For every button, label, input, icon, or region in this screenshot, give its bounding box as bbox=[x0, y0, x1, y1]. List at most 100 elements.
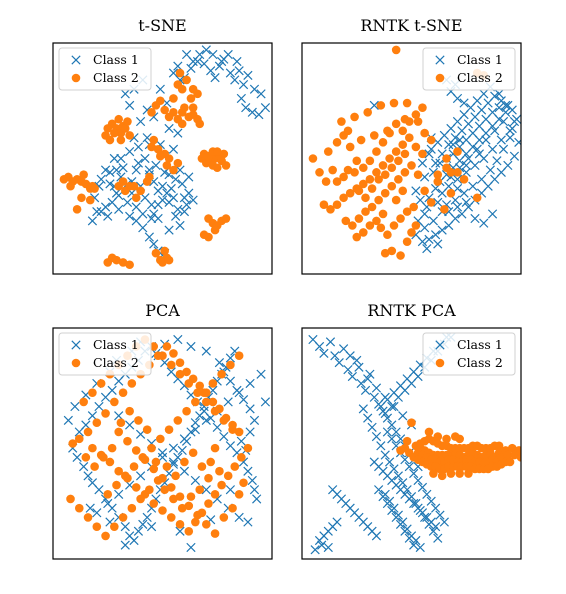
class-1-point bbox=[384, 457, 395, 467]
class-2-point bbox=[352, 156, 362, 166]
class-2-point bbox=[68, 439, 78, 448]
class-1-point bbox=[400, 455, 410, 465]
class-1-point bbox=[70, 401, 80, 412]
legend-label-class-2: Class 2 bbox=[93, 70, 139, 85]
class-2-point bbox=[440, 205, 449, 214]
points-layer bbox=[308, 45, 521, 260]
class-1-point bbox=[164, 225, 174, 235]
class-2-point bbox=[459, 174, 469, 184]
legend-label-class-2: Class 2 bbox=[457, 355, 503, 370]
class-2-point bbox=[407, 418, 416, 428]
class-2-point bbox=[180, 103, 189, 112]
class-2-point bbox=[120, 471, 130, 481]
class-1-point bbox=[92, 207, 102, 217]
class-1-point bbox=[387, 420, 397, 430]
class-1-point bbox=[225, 376, 236, 386]
panel-title: RNTK PCA bbox=[367, 301, 456, 320]
class-1-point bbox=[360, 385, 371, 395]
class-2-point bbox=[356, 135, 366, 145]
class-2-point bbox=[361, 207, 370, 216]
class-1-point bbox=[243, 517, 253, 527]
class-1-point bbox=[179, 434, 190, 444]
class-2-point bbox=[142, 425, 152, 434]
class-1-point bbox=[422, 489, 432, 499]
class-2-point bbox=[188, 103, 198, 112]
class-2-point bbox=[88, 443, 97, 453]
legend-label-class-1: Class 1 bbox=[93, 52, 139, 67]
class-2-point bbox=[83, 513, 93, 522]
panel-title: RNTK t-SNE bbox=[360, 16, 462, 35]
class-2-point bbox=[208, 379, 218, 388]
class-2-point bbox=[131, 193, 141, 203]
class-2-point bbox=[147, 108, 156, 117]
legend-box bbox=[422, 332, 516, 376]
class-2-point bbox=[339, 172, 348, 182]
class-2-point bbox=[217, 480, 226, 490]
class-1-point bbox=[131, 202, 141, 212]
class-1-point bbox=[83, 471, 93, 481]
class-2-point bbox=[158, 506, 167, 515]
legend: Class 1 Class 2 bbox=[58, 332, 152, 376]
class-2-point bbox=[127, 379, 137, 388]
class-2-point bbox=[112, 255, 121, 265]
class-2-point bbox=[210, 490, 220, 499]
class-1-point bbox=[411, 498, 421, 509]
legend-marker-class-1 bbox=[435, 55, 445, 65]
class-1-point bbox=[144, 165, 154, 175]
class-2-point bbox=[177, 119, 187, 129]
class-1-point bbox=[94, 485, 104, 495]
class-2-point bbox=[123, 117, 132, 126]
class-1-point bbox=[387, 434, 397, 444]
class-1-point bbox=[201, 485, 211, 495]
class-2-point bbox=[418, 103, 427, 112]
class-1-point bbox=[393, 471, 403, 481]
legend: Class 1 Class 2 bbox=[58, 47, 152, 91]
class-2-point bbox=[337, 117, 346, 126]
class-1-point bbox=[371, 431, 382, 442]
class-1-point bbox=[430, 503, 441, 513]
class-1-point bbox=[391, 427, 401, 437]
class-1-point bbox=[498, 116, 509, 127]
class-1-point bbox=[164, 123, 174, 134]
class-2-point bbox=[125, 406, 134, 416]
class-1-point bbox=[374, 485, 384, 495]
class-1-point bbox=[173, 204, 183, 214]
class-1-point bbox=[241, 103, 251, 113]
class-1-point bbox=[201, 346, 211, 356]
class-2-point bbox=[494, 441, 504, 451]
class-1-point bbox=[430, 158, 441, 168]
class-2-point bbox=[92, 522, 102, 531]
class-1-point bbox=[367, 422, 377, 432]
class-1-point bbox=[201, 415, 211, 426]
class-1-point bbox=[433, 533, 443, 543]
class-1-point bbox=[138, 223, 148, 233]
class-1-point bbox=[256, 369, 266, 379]
class-1-point bbox=[494, 103, 504, 113]
panel-title: PCA bbox=[145, 301, 180, 320]
class-2-point bbox=[162, 161, 172, 170]
class-2-point bbox=[212, 163, 222, 173]
class-2-point bbox=[90, 462, 99, 471]
class-1-point bbox=[481, 135, 491, 145]
class-2-point bbox=[169, 165, 178, 175]
class-2-point bbox=[127, 503, 137, 513]
class-2-point bbox=[315, 168, 324, 177]
class-2-point bbox=[328, 165, 337, 175]
class-1-point bbox=[472, 144, 482, 154]
class-2-point bbox=[507, 443, 517, 453]
class-1-point bbox=[188, 195, 198, 205]
class-1-point bbox=[430, 522, 441, 532]
legend-label-class-1: Class 1 bbox=[457, 337, 503, 352]
class-1-point bbox=[87, 411, 98, 421]
class-2-point bbox=[164, 154, 174, 163]
class-2-point bbox=[407, 161, 416, 170]
class-2-point bbox=[348, 221, 357, 230]
class-1-point bbox=[369, 100, 379, 110]
class-1-point bbox=[96, 174, 106, 184]
class-2-point bbox=[516, 453, 521, 462]
class-1-point bbox=[171, 174, 181, 184]
class-2-point bbox=[420, 186, 429, 196]
class-1-point bbox=[190, 475, 200, 486]
class-1-point bbox=[217, 56, 227, 67]
class-1-point bbox=[249, 415, 260, 426]
